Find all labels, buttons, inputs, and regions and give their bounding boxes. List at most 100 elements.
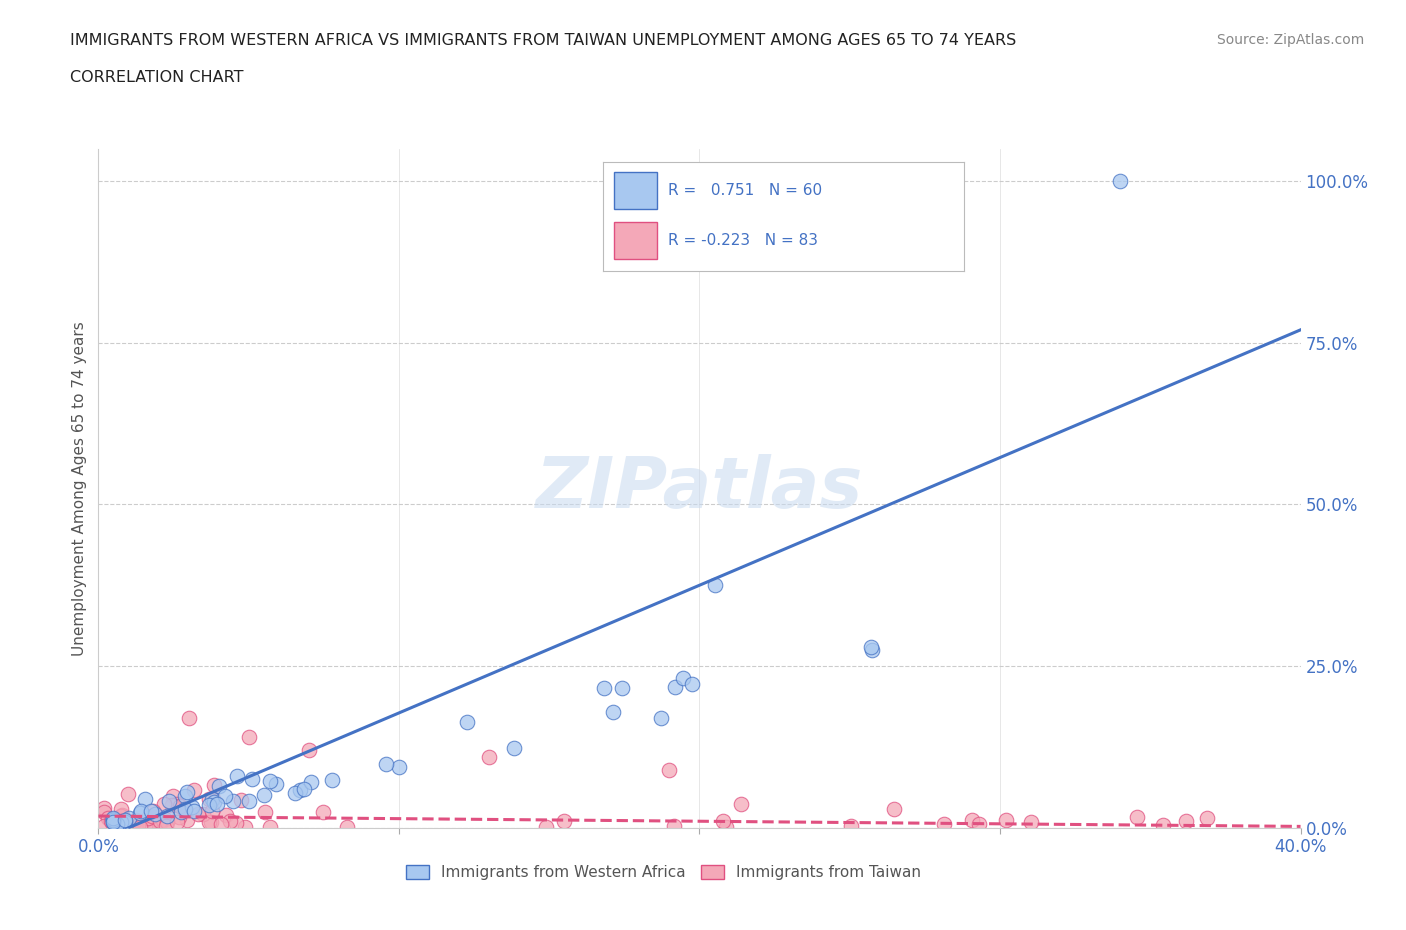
Point (214, 789, 236, 804)
Point (960, 813, 983, 828)
Point (93, 818, 115, 833)
Point (139, 818, 162, 833)
Point (205, 796, 228, 811)
Point (118, 810, 141, 825)
Y-axis label: Unemployment Among Ages 65 to 74 years: Unemployment Among Ages 65 to 74 years (72, 321, 87, 656)
Point (122, 814, 145, 829)
Point (93, 801, 115, 816)
Point (1197, 811, 1219, 826)
Point (730, 797, 752, 812)
Point (1019, 815, 1042, 830)
Point (703, 578, 725, 592)
Point (658, 762, 681, 777)
Point (209, 817, 232, 831)
Point (711, 813, 734, 828)
Point (149, 814, 172, 829)
Legend: Immigrants from Western Africa, Immigrants from Taiwan: Immigrants from Western Africa, Immigran… (398, 857, 928, 888)
Point (201, 791, 224, 806)
Point (264, 777, 287, 791)
Point (181, 800, 204, 815)
Point (111, 807, 134, 822)
Point (174, 802, 197, 817)
Point (932, 817, 955, 831)
Point (259, 819, 281, 834)
Point (202, 791, 225, 806)
Point (143, 807, 166, 822)
Point (162, 798, 184, 813)
Point (610, 680, 633, 695)
Point (111, 819, 134, 834)
Text: IMMIGRANTS FROM WESTERN AFRICA VS IMMIGRANTS FROM TAIWAN UNEMPLOYMENT AMONG AGES: IMMIGRANTS FROM WESTERN AFRICA VS IMMIGR… (70, 33, 1017, 47)
Point (602, 704, 624, 719)
Point (375, 757, 398, 772)
Point (503, 740, 526, 755)
Point (859, 639, 882, 654)
Point (134, 818, 156, 833)
Point (114, 813, 136, 828)
Point (127, 817, 149, 832)
Point (149, 816, 172, 830)
Point (254, 804, 277, 819)
Point (142, 804, 165, 818)
Point (156, 808, 179, 823)
Point (155, 818, 177, 833)
Point (97, 811, 120, 826)
Point (104, 819, 127, 834)
Point (292, 781, 315, 796)
Point (218, 814, 240, 829)
Point (129, 805, 152, 820)
Point (167, 810, 190, 825)
Point (388, 760, 411, 775)
Point (176, 812, 198, 827)
Point (839, 819, 862, 834)
Point (115, 813, 138, 828)
Point (714, 819, 737, 834)
Point (105, 817, 128, 831)
Point (284, 786, 307, 801)
Point (141, 809, 163, 824)
Point (1109, 174, 1132, 189)
Point (103, 815, 125, 830)
Point (198, 815, 221, 830)
Point (100, 814, 122, 829)
Point (157, 794, 180, 809)
Point (1126, 810, 1149, 825)
Point (198, 797, 221, 812)
Point (202, 777, 225, 792)
Point (253, 788, 276, 803)
Point (183, 804, 205, 818)
Point (110, 815, 132, 830)
Point (177, 711, 200, 725)
Point (93, 804, 115, 819)
Point (240, 771, 263, 786)
Point (299, 775, 322, 790)
Point (139, 804, 162, 818)
Point (187, 806, 209, 821)
Point (664, 679, 686, 694)
Point (312, 804, 335, 819)
Point (103, 812, 125, 827)
Point (288, 783, 311, 798)
Text: Source: ZipAtlas.com: Source: ZipAtlas.com (1216, 33, 1364, 46)
Point (191, 806, 214, 821)
Point (156, 815, 179, 830)
Point (103, 813, 125, 828)
Point (166, 815, 188, 830)
Point (110, 808, 132, 823)
Point (198, 791, 221, 806)
Point (110, 814, 132, 829)
Point (142, 816, 165, 830)
Point (1175, 814, 1198, 829)
Point (169, 799, 191, 814)
Point (662, 818, 685, 833)
Point (117, 787, 139, 802)
Point (592, 681, 614, 696)
Point (681, 676, 703, 691)
Point (336, 819, 359, 834)
Point (1152, 817, 1174, 832)
Point (162, 789, 184, 804)
Point (138, 817, 160, 832)
Point (103, 813, 125, 828)
Point (238, 730, 260, 745)
Point (100, 813, 122, 828)
